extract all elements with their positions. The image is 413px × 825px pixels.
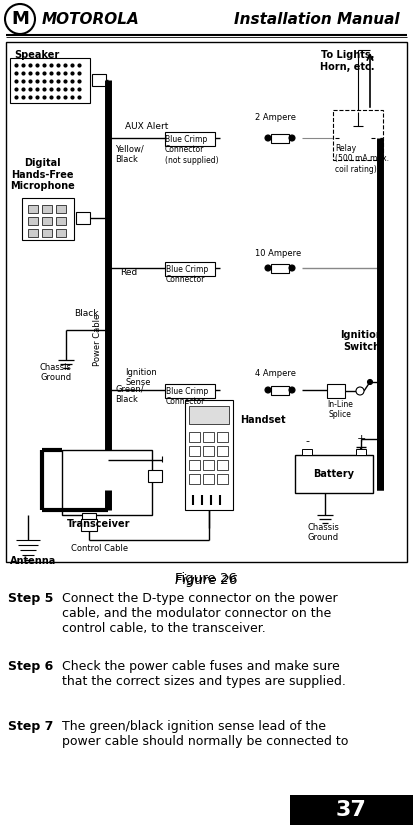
Circle shape xyxy=(289,387,295,393)
Text: Blue Crimp
Connector: Blue Crimp Connector xyxy=(166,265,208,285)
Text: Handset: Handset xyxy=(240,415,286,425)
Text: Yellow/
Black: Yellow/ Black xyxy=(115,145,144,164)
Bar xyxy=(290,795,413,825)
Bar xyxy=(28,217,38,225)
Bar xyxy=(189,406,229,424)
Bar xyxy=(82,513,96,525)
Text: Step 7: Step 7 xyxy=(8,720,53,733)
Text: 10 Ampere: 10 Ampere xyxy=(255,249,301,258)
Text: Check the power cable fuses and make sure
that the correct sizes and types are s: Check the power cable fuses and make sur… xyxy=(62,660,346,688)
Bar xyxy=(42,205,52,213)
Bar xyxy=(10,58,90,103)
Bar xyxy=(28,205,38,213)
Bar xyxy=(217,446,228,456)
Text: 2 Ampere: 2 Ampere xyxy=(255,113,296,122)
Text: Speaker: Speaker xyxy=(14,50,59,60)
Text: Figure 26: Figure 26 xyxy=(175,574,237,587)
Text: Ignition
Switch: Ignition Switch xyxy=(340,330,383,351)
Bar xyxy=(217,474,228,484)
Bar xyxy=(189,432,200,442)
Bar xyxy=(327,384,345,398)
Text: Control Cable: Control Cable xyxy=(71,544,128,553)
Text: Figure 26: Figure 26 xyxy=(175,572,237,585)
Circle shape xyxy=(289,135,295,141)
Bar xyxy=(165,132,215,146)
Bar xyxy=(6,42,407,562)
Bar xyxy=(92,74,106,86)
Text: The green/black ignition sense lead of the
power cable should normally be connec: The green/black ignition sense lead of t… xyxy=(62,720,349,748)
Text: 37: 37 xyxy=(335,800,366,820)
Bar xyxy=(165,262,215,276)
Text: Transceiver: Transceiver xyxy=(67,519,131,529)
Text: Digital
Hands-Free
Microphone: Digital Hands-Free Microphone xyxy=(10,158,75,191)
Bar xyxy=(217,460,228,470)
Text: MOTOROLA: MOTOROLA xyxy=(42,12,140,26)
Text: Step 5: Step 5 xyxy=(8,592,53,605)
Bar xyxy=(42,229,52,237)
Text: -: - xyxy=(305,436,309,446)
Circle shape xyxy=(5,4,35,34)
Text: Antenna: Antenna xyxy=(10,556,56,566)
Bar xyxy=(42,217,52,225)
Bar xyxy=(189,474,200,484)
Text: Chassis
Ground: Chassis Ground xyxy=(40,363,72,383)
Bar xyxy=(271,385,289,394)
Text: In-Line
Splice: In-Line Splice xyxy=(327,400,353,419)
Bar xyxy=(295,455,373,493)
Circle shape xyxy=(265,265,271,271)
Bar xyxy=(76,212,90,224)
Text: Connect the D-type connector on the power
cable, and the modulator connector on : Connect the D-type connector on the powe… xyxy=(62,592,337,635)
Bar xyxy=(302,449,312,455)
Text: Step 6: Step 6 xyxy=(8,660,53,673)
Text: M: M xyxy=(11,10,29,28)
Bar xyxy=(28,229,38,237)
Bar xyxy=(203,474,214,484)
Text: Installation Manual: Installation Manual xyxy=(234,12,400,26)
Bar xyxy=(203,446,214,456)
Text: Ignition
Sense: Ignition Sense xyxy=(125,368,157,388)
Bar xyxy=(189,460,200,470)
Circle shape xyxy=(289,265,295,271)
Text: Relay
(500 mA max.
coil rating): Relay (500 mA max. coil rating) xyxy=(335,144,389,174)
Bar xyxy=(165,384,215,398)
Circle shape xyxy=(368,380,373,384)
Bar xyxy=(56,229,66,237)
Bar xyxy=(203,460,214,470)
Bar xyxy=(217,432,228,442)
Bar xyxy=(62,450,152,515)
Bar xyxy=(22,198,74,240)
Circle shape xyxy=(265,135,271,141)
Bar xyxy=(333,110,383,160)
Bar xyxy=(203,432,214,442)
Circle shape xyxy=(265,387,271,393)
Text: To Lights,
Horn, etc.: To Lights, Horn, etc. xyxy=(320,50,375,72)
Bar xyxy=(189,446,200,456)
Text: 4 Ampere: 4 Ampere xyxy=(255,369,296,378)
Text: Blue Crimp
Connector: Blue Crimp Connector xyxy=(166,387,208,407)
Bar xyxy=(81,519,97,531)
Text: Battery: Battery xyxy=(313,469,354,479)
Text: AUX Alert: AUX Alert xyxy=(125,122,169,131)
Bar xyxy=(271,134,289,143)
Bar xyxy=(271,263,289,272)
Text: Chassis
Ground: Chassis Ground xyxy=(307,523,339,542)
Text: Red: Red xyxy=(120,268,137,277)
Text: Blue Crimp
Connector
(not supplied): Blue Crimp Connector (not supplied) xyxy=(165,135,218,165)
Bar xyxy=(56,205,66,213)
Text: Black: Black xyxy=(74,309,98,318)
Bar xyxy=(356,449,366,455)
Text: Power Cable: Power Cable xyxy=(93,314,102,366)
Text: +: + xyxy=(356,434,366,444)
Text: Green/
Black: Green/ Black xyxy=(115,385,144,404)
Bar xyxy=(185,400,233,510)
Bar xyxy=(56,217,66,225)
Bar xyxy=(148,470,162,482)
Circle shape xyxy=(356,387,364,395)
